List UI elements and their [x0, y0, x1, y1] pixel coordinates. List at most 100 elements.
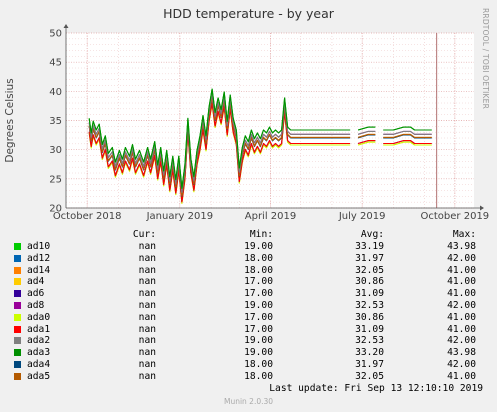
- series-line-ada0: [383, 141, 432, 146]
- legend-avg: 33.19: [355, 241, 384, 252]
- y-tick-label: 35: [49, 116, 62, 127]
- legend-min: 17.00: [244, 276, 273, 288]
- legend-cur: nan: [138, 311, 156, 323]
- legend-name: ad4: [27, 276, 45, 288]
- legend-swatch: [14, 372, 21, 380]
- series-line-ada2: [357, 130, 376, 135]
- legend-min: 19.00: [244, 300, 273, 311]
- series-line-ada2: [88, 92, 351, 194]
- legend-swatch: [14, 254, 21, 262]
- legend-name: ad14: [27, 264, 51, 276]
- rrdtool-credit: RRDTOOL / TOBI OETIKER: [481, 8, 490, 109]
- legend-row-ada2: ada2 nan 19.00 32.53 42.00: [0, 335, 497, 347]
- legend-avg: 32.05: [355, 264, 384, 276]
- series-line-ada2: [383, 130, 432, 135]
- legend-cur: nan: [138, 300, 156, 311]
- legend-header-max: Max:: [452, 229, 476, 240]
- y-axis-label: Degrees Celsius: [4, 78, 16, 162]
- last-update: Last update: Fri Sep 13 12:10:10 2019: [269, 383, 483, 394]
- legend-avg: 32.05: [355, 370, 384, 382]
- x-tick-label: October 2019: [421, 211, 490, 222]
- legend-max: 41.00: [447, 288, 476, 300]
- legend-avg: 31.09: [355, 288, 384, 300]
- legend-name: ad6: [27, 288, 45, 300]
- legend-header-avg: Avg:: [360, 229, 384, 240]
- legend-swatch: [14, 290, 21, 298]
- series-line-ada1: [88, 102, 351, 203]
- legend-row-ad10: ad10 nan 19.00 33.19 43.98: [0, 241, 497, 253]
- legend-cur: nan: [138, 276, 156, 288]
- legend-cur: nan: [138, 288, 156, 300]
- x-tick-label: October 2018: [53, 211, 122, 222]
- series-line-ada3: [383, 126, 432, 131]
- legend-max: 41.00: [447, 276, 476, 288]
- legend-max: 42.00: [447, 252, 476, 264]
- legend-row-ad14: ad14 nan 18.00 32.05 41.00: [0, 265, 497, 277]
- legend-row-ada5: ada5 nan 18.00 32.05 41.00: [0, 371, 497, 383]
- legend-row-ad4: ad4 nan 17.00 30.86 41.00: [0, 276, 497, 288]
- legend-row-ada3: ada3 nan 19.00 33.20 43.98: [0, 347, 497, 359]
- legend-cur: nan: [138, 241, 156, 252]
- y-tick-label: 40: [49, 87, 62, 98]
- legend-name: ada3: [27, 347, 51, 359]
- legend-min: 17.00: [244, 323, 273, 335]
- legend-max: 41.00: [447, 264, 476, 276]
- legend-name: ada5: [27, 370, 51, 382]
- series-line-ada3: [88, 88, 351, 189]
- x-tick-label: January 2019: [146, 211, 214, 222]
- legend-swatch: [14, 266, 21, 274]
- legend-name: ada0: [27, 311, 51, 323]
- legend-max: 41.00: [447, 311, 476, 323]
- y-tick-label: 20: [49, 204, 62, 215]
- series-line-ada5: [357, 133, 376, 138]
- legend-avg: 32.53: [355, 300, 384, 311]
- legend-row-ada4: ada4 nan 18.00 31.97 42.00: [0, 359, 497, 371]
- legend-cur: nan: [138, 323, 156, 335]
- legend-row-ada1: ada1 nan 17.00 31.09 41.00: [0, 324, 497, 336]
- legend-min: 19.00: [244, 241, 273, 252]
- y-tick-label: 25: [49, 174, 62, 185]
- legend-avg: 32.53: [355, 335, 384, 347]
- legend-max: 43.98: [447, 241, 476, 252]
- legend-min: 17.00: [244, 288, 273, 300]
- legend-avg: 31.09: [355, 323, 384, 335]
- legend-cur: nan: [138, 359, 156, 370]
- legend-swatch: [14, 278, 21, 286]
- legend-max: 42.00: [447, 335, 476, 347]
- legend-header-cur: Cur:: [132, 229, 156, 240]
- legend-min: 18.00: [244, 252, 273, 264]
- x-axis-arrow: [480, 205, 484, 211]
- legend-swatch: [14, 337, 21, 345]
- legend-min: 17.00: [244, 311, 273, 323]
- series-line-ada1: [383, 140, 432, 145]
- legend-avg: 33.20: [355, 347, 384, 359]
- legend-cur: nan: [138, 370, 156, 382]
- legend-min: 18.00: [244, 359, 273, 370]
- munin-version: Munin 2.0.30: [223, 397, 274, 406]
- legend-max: 43.98: [447, 347, 476, 359]
- legend-row-ad6: ad6 nan 17.00 31.09 41.00: [0, 288, 497, 300]
- legend-avg: 31.97: [355, 359, 384, 370]
- legend-row-ada0: ada0 nan 17.00 30.86 41.00: [0, 312, 497, 324]
- legend-avg: 30.86: [355, 276, 384, 288]
- legend-cur: nan: [138, 335, 156, 347]
- legend-min: 18.00: [244, 264, 273, 276]
- y-tick-label: 50: [49, 29, 62, 40]
- legend-row-ad12: ad12 nan 18.00 31.97 42.00: [0, 253, 497, 265]
- y-axis-arrow: [63, 24, 69, 28]
- legend-name: ada4: [27, 359, 51, 370]
- legend-row-ad8: ad8 nan 19.00 32.53 42.00: [0, 300, 497, 312]
- series-line-ada3: [357, 126, 376, 131]
- legend-name: ada1: [27, 323, 51, 335]
- series-line-ada0: [357, 141, 376, 146]
- legend-min: 19.00: [244, 347, 273, 359]
- legend-cur: nan: [138, 347, 156, 359]
- x-tick-label: April 2019: [245, 211, 296, 222]
- series-line-ada5: [383, 133, 432, 138]
- legend-header: Cur: Min: Avg: Max:: [0, 229, 497, 241]
- y-tick-label: 45: [49, 58, 62, 69]
- legend-max: 41.00: [447, 370, 476, 382]
- legend-swatch: [14, 349, 21, 357]
- legend-cur: nan: [138, 264, 156, 276]
